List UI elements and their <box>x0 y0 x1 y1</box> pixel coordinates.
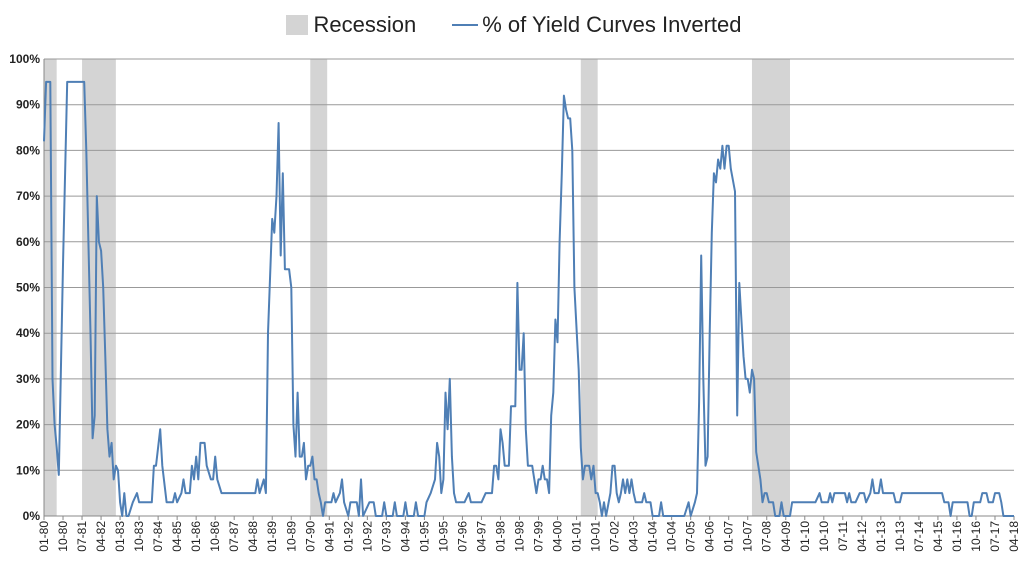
x-tick-label-7: 04-85 <box>170 521 184 552</box>
x-tick-label-26: 07-99 <box>532 521 546 552</box>
x-tick-label-41: 10-10 <box>817 521 831 552</box>
x-tick-label-46: 07-14 <box>912 521 926 552</box>
x-tick-label-16: 01-92 <box>341 521 355 552</box>
x-tick-label-20: 01-95 <box>417 521 431 552</box>
x-tick-label-11: 04-88 <box>246 521 260 552</box>
x-tick-label-48: 01-16 <box>950 521 964 552</box>
x-tick-label-23: 04-97 <box>474 521 488 552</box>
y-tick-label-7: 70% <box>16 189 40 203</box>
y-tick-label-2: 20% <box>16 418 40 432</box>
x-tick-label-44: 01-13 <box>874 521 888 552</box>
x-tick-label-15: 04-91 <box>322 521 336 552</box>
x-tick-label-1: 10-80 <box>56 521 70 552</box>
y-tick-label-0: 0% <box>23 509 41 523</box>
x-tick-label-22: 07-96 <box>455 521 469 552</box>
x-tick-label-32: 01-04 <box>646 521 660 552</box>
y-tick-label-9: 90% <box>16 98 40 112</box>
y-tick-label-5: 50% <box>16 281 40 295</box>
legend-recession-label: Recession <box>313 12 417 37</box>
x-tick-label-37: 10-07 <box>741 521 755 552</box>
x-tick-label-34: 07-05 <box>684 521 698 552</box>
y-tick-label-6: 60% <box>16 235 40 249</box>
legend-series-label: % of Yield Curves Inverted <box>482 12 742 37</box>
x-tick-label-42: 07-11 <box>836 521 850 551</box>
x-tick-label-10: 07-87 <box>227 521 241 552</box>
x-tick-label-27: 04-00 <box>551 521 565 552</box>
y-tick-label-1: 10% <box>16 463 40 477</box>
legend-item-recession: Recession <box>285 12 417 38</box>
x-tick-label-12: 01-89 <box>265 521 279 552</box>
x-tick-label-13: 10-89 <box>284 521 298 552</box>
chart-legend: Recession % of Yield Curves Inverted <box>0 12 1027 38</box>
series-line-0 <box>43 80 1014 517</box>
legend-recession-swatch <box>285 15 308 35</box>
x-tick-label-35: 04-06 <box>703 521 717 552</box>
x-tick-label-6: 07-84 <box>151 521 165 552</box>
x-tick-label-40: 01-10 <box>798 521 812 552</box>
x-tick-label-18: 07-93 <box>379 521 393 552</box>
x-tick-label-14: 07-90 <box>303 521 317 552</box>
x-tick-label-17: 10-92 <box>360 521 374 552</box>
x-tick-label-28: 01-01 <box>570 521 584 552</box>
y-tick-label-10: 100% <box>9 52 40 66</box>
x-tick-label-45: 10-13 <box>893 521 907 552</box>
x-tick-label-4: 01-83 <box>113 521 127 552</box>
x-tick-label-30: 07-02 <box>608 521 622 552</box>
x-tick-label-5: 10-83 <box>132 521 146 552</box>
x-tick-label-8: 01-86 <box>189 521 203 552</box>
y-tick-label-8: 80% <box>16 143 40 157</box>
x-tick-label-47: 04-15 <box>931 521 945 552</box>
y-tick-label-4: 40% <box>16 326 40 340</box>
x-tick-label-0: 01-80 <box>37 521 51 552</box>
x-tick-label-3: 04-82 <box>94 521 108 552</box>
y-tick-label-3: 30% <box>16 372 40 386</box>
x-tick-label-25: 10-98 <box>512 521 526 552</box>
legend-series-swatch <box>452 24 479 26</box>
x-tick-label-29: 10-01 <box>589 521 603 552</box>
x-tick-label-21: 10-95 <box>436 521 450 552</box>
x-tick-label-19: 04-94 <box>398 521 412 552</box>
x-tick-label-31: 04-03 <box>627 521 641 552</box>
x-tick-label-49: 10-16 <box>969 521 983 552</box>
x-tick-label-39: 04-09 <box>779 521 793 552</box>
x-tick-label-50: 07-17 <box>988 521 1002 552</box>
x-tick-label-43: 04-12 <box>855 521 869 552</box>
x-tick-label-9: 10-86 <box>208 521 222 552</box>
x-tick-label-51: 04-18 <box>1007 521 1021 552</box>
x-tick-label-38: 07-08 <box>760 521 774 552</box>
x-tick-label-36: 01-07 <box>722 521 736 552</box>
legend-item-series: % of Yield Curves Inverted <box>452 12 741 38</box>
x-tick-label-24: 01-98 <box>493 521 507 552</box>
x-tick-label-2: 07-81 <box>75 521 89 552</box>
x-tick-label-33: 10-04 <box>665 521 679 552</box>
